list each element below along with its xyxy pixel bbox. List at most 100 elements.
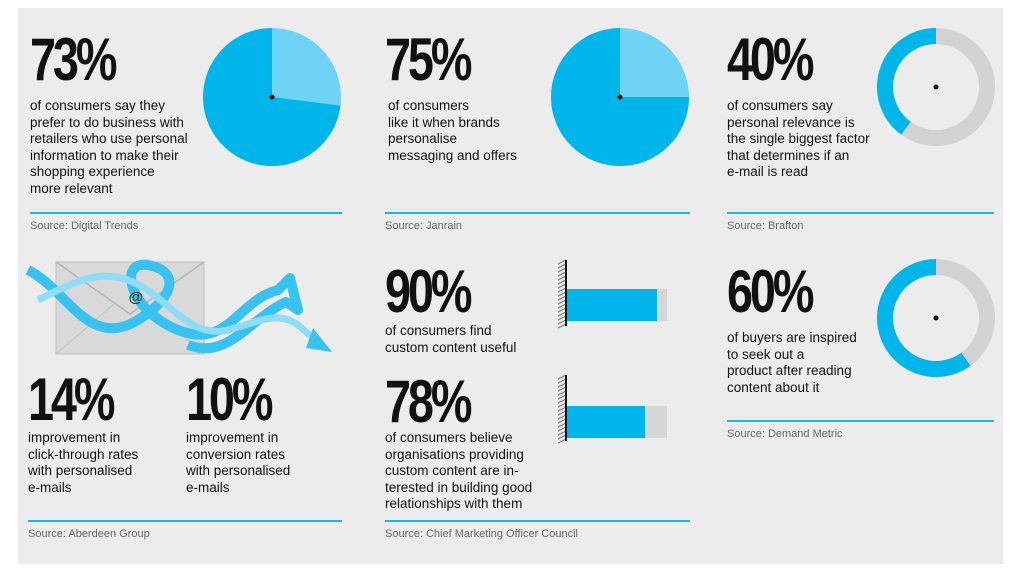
divider (30, 212, 342, 214)
hatch-line (557, 307, 567, 313)
ring-arc-value (877, 259, 971, 377)
text-line: of consumers say they (30, 98, 166, 113)
text-line: that determines if an (727, 147, 850, 163)
text-line: of consumers (388, 98, 470, 113)
hatch-line (557, 315, 567, 321)
text-line: to seek out a (727, 346, 805, 362)
hatch-line (557, 319, 567, 325)
stat-75-description: of consumers like it when brands persona… (388, 98, 517, 164)
ribbon-swirl-back (36, 272, 321, 345)
hatch-line (557, 410, 567, 416)
hatch-line (557, 303, 567, 309)
bar-fill (567, 289, 657, 321)
hatch-line (557, 418, 567, 424)
text-line: custom content are in- (385, 463, 519, 478)
hatch-line (557, 259, 567, 265)
hatch-line (557, 271, 567, 277)
text-line: organisations providing (385, 446, 524, 462)
pie-center-dot (617, 94, 623, 100)
hatch-line (557, 438, 567, 444)
hatch-line (557, 279, 567, 285)
hatch-line (557, 406, 567, 412)
text-line: of consumers believe (385, 430, 513, 445)
text-line: content about it (727, 379, 820, 395)
text-line: custom content useful (385, 339, 517, 355)
stat-90-description: of consumers find custom content useful (385, 323, 516, 356)
hatch-line (557, 386, 567, 392)
wall-hatching (557, 259, 567, 329)
ring-chart-60 (877, 259, 995, 377)
text-line: messaging and offers (388, 147, 517, 163)
divider (727, 212, 994, 214)
text-line: prefer to do business with (30, 114, 184, 130)
ring-center-dot (933, 315, 939, 321)
hatch-line (557, 394, 567, 400)
hatch-line (557, 390, 567, 396)
stat-73-value: 73% (30, 26, 117, 93)
hatch-line (557, 402, 567, 408)
hatch-line (557, 287, 567, 293)
text-line: the single biggest factor (727, 131, 870, 146)
text-line: shopping experience (30, 164, 155, 179)
hatch-line (557, 267, 567, 273)
text-line: personal relevance is (727, 114, 855, 130)
hatch-line (557, 291, 567, 297)
hatch-line (557, 414, 567, 420)
source-brafton: Source: Brafton (727, 220, 804, 232)
stat-90-value: 90% (385, 258, 472, 325)
hatch-line (557, 374, 567, 380)
stat-10-value: 10% (186, 366, 273, 433)
text-line: terested in building good (385, 479, 533, 495)
text-line: improvement in (186, 430, 279, 445)
source-aberdeen-group: Source: Aberdeen Group (28, 528, 150, 540)
divider (28, 520, 342, 522)
bar-chart-78 (557, 374, 667, 444)
hatch-line (557, 430, 567, 436)
ribbon-arrow-head (306, 328, 332, 352)
text-line: relationships with them (385, 496, 523, 511)
divider (385, 520, 690, 522)
text-line: improvement in (28, 430, 121, 445)
hatch-line (557, 263, 567, 269)
divider (385, 212, 690, 214)
text-line: with personalised (28, 463, 133, 478)
hatch-line (557, 275, 567, 281)
source-demand-metric: Source: Demand Metric (727, 428, 843, 440)
bar-fill (567, 406, 645, 438)
stat-40-description: of consumers say personal relevance is t… (727, 98, 870, 181)
stat-60-value: 60% (727, 258, 814, 325)
at-symbol-icon: @ (129, 289, 144, 306)
hatch-line (557, 434, 567, 440)
bar-chart-90 (557, 259, 667, 329)
stat-14-value: 14% (28, 366, 115, 433)
text-line: information to make their (30, 147, 179, 163)
text-line: e-mail is read (727, 164, 809, 179)
text-line: like it when brands (388, 114, 500, 130)
hatch-line (557, 398, 567, 404)
hatch-line (557, 382, 567, 388)
text-line: more relevant (30, 180, 113, 196)
hatch-line (557, 422, 567, 428)
hatch-line (557, 378, 567, 384)
text-line: click-through rates (28, 446, 139, 462)
pie-center-dot (269, 94, 275, 100)
ring-center-dot (933, 84, 939, 90)
text-line: of consumers find (385, 323, 492, 338)
stat-75-value: 75% (385, 26, 472, 93)
stat-60-description: of buyers are inspired to seek out a pro… (727, 330, 857, 396)
text-line: of buyers are inspired (727, 330, 857, 345)
ring-arc-value (877, 28, 937, 135)
text-line: e-mails (186, 479, 230, 495)
stat-14-description: improvement in click-through rates with … (28, 430, 138, 496)
source-janrain: Source: Janrain (385, 220, 463, 232)
ring-chart-40 (877, 28, 995, 146)
pie-chart-75 (551, 28, 689, 166)
text-line: of consumers say (727, 98, 833, 113)
text-line: product after reading (727, 363, 852, 378)
hatch-line (557, 283, 567, 289)
hatch-line (557, 426, 567, 432)
email-envelope-illustration: @ (25, 259, 332, 355)
pie-chart-73 (203, 28, 341, 167)
text-line: personalise (388, 131, 458, 146)
stat-78-value: 78% (385, 368, 472, 435)
